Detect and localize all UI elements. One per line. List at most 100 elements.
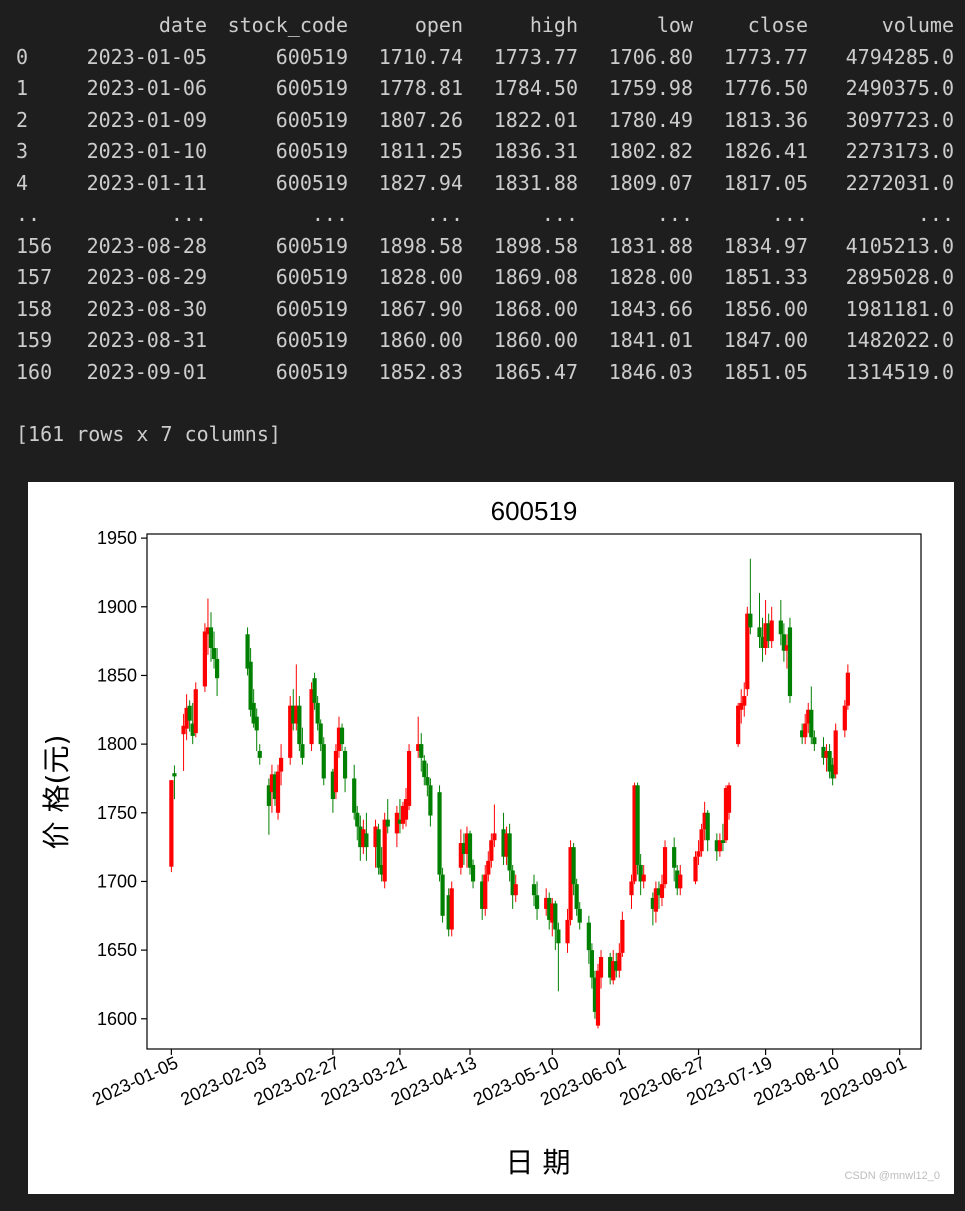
table-cell: 1828.00 (608, 265, 693, 289)
candle (769, 606, 774, 648)
table-cell: 1778.81 (378, 76, 463, 100)
candle (720, 823, 726, 852)
candle (763, 599, 768, 655)
candle-body (739, 702, 744, 710)
candle-body (842, 705, 847, 731)
candle-body (672, 847, 677, 868)
table-cell: 1706.80 (608, 44, 693, 69)
candle-body (544, 897, 549, 909)
candle-body (245, 634, 250, 669)
table-cell: 600519 (275, 139, 348, 163)
candle (778, 599, 783, 646)
candle-body (662, 847, 668, 885)
candle-body (595, 970, 601, 1026)
candle (190, 702, 195, 745)
candle-body (742, 696, 747, 706)
candle-body (803, 723, 808, 738)
table-cell: 1822.01 (493, 107, 578, 132)
candle-body (400, 805, 406, 824)
table-cell: 600519 (275, 296, 348, 321)
table-cell: 1828.00 (378, 265, 463, 289)
candle (446, 888, 451, 937)
candle-body (589, 950, 594, 978)
candle (641, 864, 646, 889)
candle-body (586, 922, 591, 951)
table-cell: 2023-01-09 (86, 107, 207, 132)
candle-body (577, 908, 582, 923)
candle (824, 744, 829, 772)
candle-body (726, 785, 732, 813)
table-cell: ... (426, 202, 463, 226)
candle (723, 785, 729, 843)
candle (617, 943, 622, 978)
candle-body (272, 774, 278, 800)
table-cell: 1809.07 (608, 170, 693, 195)
candle-body (717, 840, 722, 852)
candle-body (483, 874, 488, 909)
candle-body (309, 689, 314, 745)
candle (830, 757, 835, 786)
table-header-row: date stock_code open high low close volume (16, 10, 954, 42)
candle-body (769, 620, 774, 642)
candle (675, 864, 680, 896)
y-axis-label: 价 格(元) (40, 735, 73, 850)
candle-body (397, 819, 403, 824)
table-cell: 1860.00 (493, 328, 578, 352)
table-cell: 2023-01-11 (86, 170, 207, 195)
table-cell: 158 (16, 296, 53, 321)
table-cell: 2895028.0 (845, 265, 954, 289)
table-cell: 1841.01 (608, 328, 693, 352)
candle (406, 744, 412, 811)
candle-body (620, 919, 625, 953)
candle (656, 881, 662, 909)
candle (309, 682, 314, 751)
candle-body (766, 623, 771, 642)
candle (598, 950, 604, 989)
table-cell: 2023-08-31 (86, 328, 207, 352)
candle (467, 830, 473, 875)
candle (620, 911, 625, 957)
table-cell: 1759.98 (608, 76, 693, 100)
table-cell: 1776.50 (723, 76, 808, 100)
candle-body (806, 709, 811, 724)
candle (336, 716, 342, 758)
candle (678, 864, 683, 896)
candle-body (425, 777, 430, 786)
candle (611, 950, 616, 985)
table-cell: 2 (16, 107, 29, 132)
candle (653, 881, 658, 923)
table-cell: 1868.00 (493, 296, 578, 321)
candle-body (181, 725, 186, 735)
table-cell: volume (881, 13, 954, 37)
candle (531, 874, 537, 907)
candle (534, 881, 540, 920)
candle (373, 819, 378, 868)
table-cell: 1867.90 (378, 296, 463, 321)
candle-body (190, 723, 195, 736)
candle-body (321, 744, 326, 779)
table-cell: ... (311, 202, 348, 226)
candle-body (659, 884, 665, 898)
candle (662, 840, 668, 889)
candle (342, 746, 348, 793)
candle (757, 593, 762, 648)
candle (635, 782, 640, 875)
candle (672, 837, 677, 882)
candle (699, 823, 704, 857)
candle-body (254, 716, 259, 731)
candle (364, 812, 369, 861)
table-cell: 1314519.0 (845, 359, 954, 384)
table-row: 160 2023-09-01 600519 1852.83 1865.47 1846.03… (16, 357, 954, 389)
candle (638, 853, 643, 896)
candle (833, 723, 838, 779)
candle-body (714, 840, 719, 852)
candle-body (550, 903, 555, 923)
candle-body (699, 829, 704, 852)
candle (827, 744, 832, 779)
candle (571, 843, 576, 896)
candle-body (513, 884, 518, 896)
candle (440, 867, 445, 923)
candle-body (382, 819, 387, 882)
candle (739, 689, 744, 724)
candle (251, 689, 256, 728)
